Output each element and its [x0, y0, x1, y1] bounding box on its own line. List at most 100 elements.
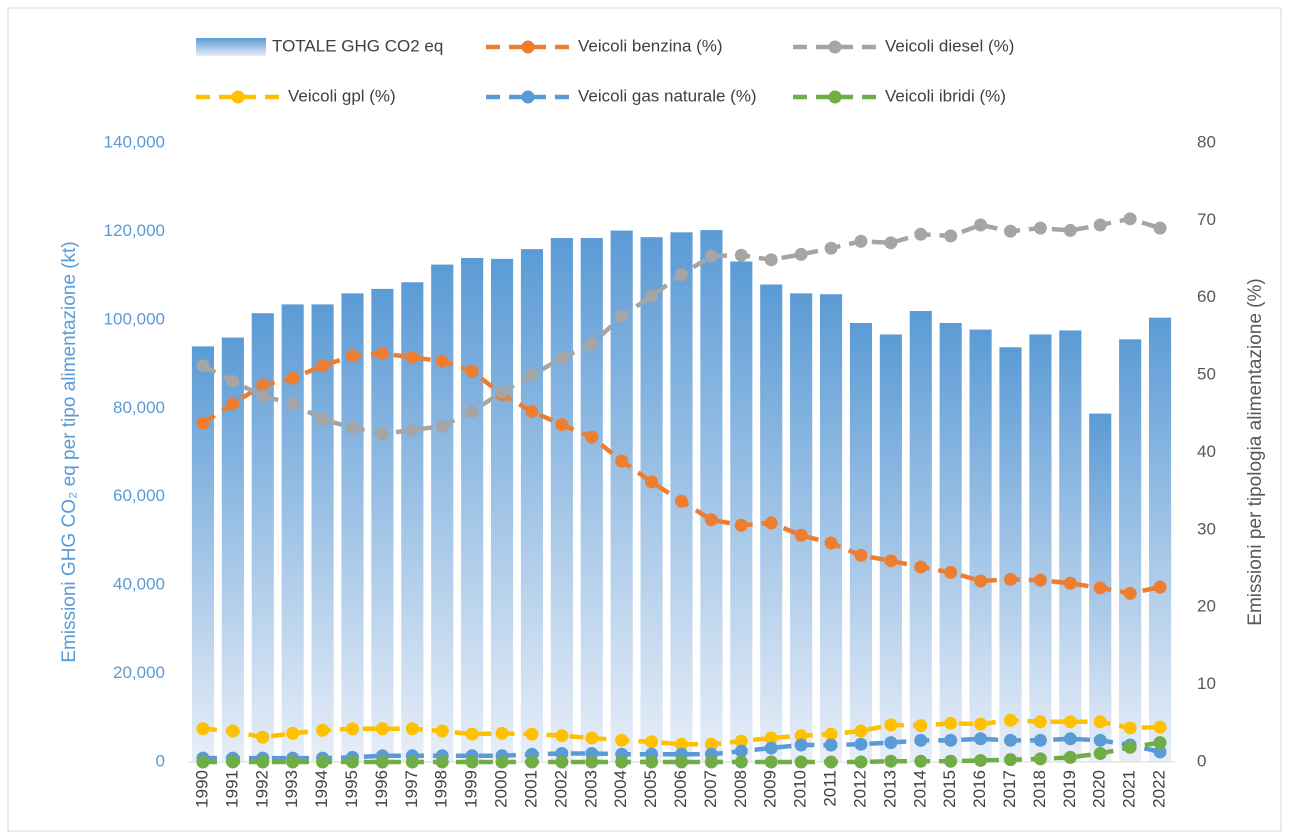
- marker: [555, 729, 569, 743]
- marker: [1033, 733, 1047, 747]
- marker: [914, 733, 928, 747]
- x-tick-label: 1998: [432, 770, 451, 808]
- marker: [1004, 753, 1017, 767]
- marker: [435, 724, 449, 738]
- marker: [465, 364, 479, 378]
- marker: [1063, 223, 1077, 237]
- marker: [974, 753, 988, 767]
- bar: [1059, 330, 1082, 762]
- marker: [256, 755, 270, 769]
- marker: [555, 755, 569, 769]
- marker: [645, 755, 659, 769]
- marker: [704, 737, 718, 751]
- marker: [405, 350, 419, 364]
- marker: [944, 565, 958, 579]
- marker: [884, 754, 898, 768]
- y-tick-label: 100,000: [104, 309, 165, 328]
- marker: [1093, 746, 1107, 760]
- x-tick-label: 1994: [312, 770, 331, 808]
- y2-tick-label: 60: [1197, 287, 1216, 306]
- bar: [520, 249, 544, 763]
- marker: [256, 730, 270, 744]
- marker: [316, 723, 330, 737]
- x-tick-label: 2004: [611, 770, 630, 808]
- marker: [645, 735, 659, 749]
- marker: [495, 726, 509, 740]
- x-tick-label: 2013: [880, 770, 899, 808]
- marker: [555, 418, 569, 432]
- marker: [824, 536, 838, 550]
- marker: [1004, 733, 1017, 747]
- marker: [346, 722, 359, 736]
- bar: [969, 329, 992, 762]
- marker: [316, 755, 330, 769]
- marker: [1123, 740, 1137, 754]
- bar: [281, 304, 304, 762]
- marker: [286, 726, 300, 740]
- marker: [1033, 221, 1047, 235]
- marker: [794, 528, 808, 542]
- bar: [371, 288, 394, 762]
- marker: [854, 737, 868, 751]
- x-tick-label: 1999: [462, 770, 481, 808]
- marker: [914, 754, 928, 768]
- legend-label: Veicoli benzina (%): [578, 36, 723, 55]
- marker: [405, 722, 419, 736]
- marker: [764, 516, 778, 530]
- y2-tick-label: 30: [1197, 519, 1216, 538]
- bar: [550, 238, 573, 762]
- y-tick-label: 20,000: [113, 663, 165, 682]
- marker: [914, 719, 928, 733]
- y2-tick-label: 40: [1197, 442, 1216, 461]
- y2-tick-label: 0: [1197, 751, 1206, 770]
- bar: [191, 346, 215, 762]
- marker: [1033, 752, 1047, 766]
- bar: [1119, 339, 1142, 762]
- marker: [704, 755, 718, 769]
- marker: [675, 494, 688, 508]
- marker: [196, 755, 210, 769]
- marker: [286, 397, 300, 411]
- x-tick-label: 2022: [1150, 770, 1169, 808]
- x-tick-label: 2016: [970, 770, 989, 808]
- marker: [226, 397, 240, 411]
- x-tick-label: 2010: [791, 770, 810, 808]
- marker: [256, 389, 270, 403]
- x-tick-label: 2001: [521, 770, 540, 808]
- bar: [790, 293, 813, 762]
- marker: [704, 249, 718, 263]
- x-tick-label: 2020: [1090, 770, 1109, 808]
- bar: [610, 230, 633, 762]
- marker: [525, 755, 539, 769]
- bar: [700, 230, 723, 762]
- legend-marker: [828, 40, 842, 54]
- marker: [525, 368, 539, 382]
- marker: [226, 724, 240, 738]
- marker: [944, 229, 958, 243]
- marker: [704, 513, 718, 527]
- marker: [1123, 721, 1137, 735]
- marker: [1063, 750, 1077, 764]
- marker: [854, 724, 868, 738]
- y-tick-label: 0: [156, 751, 165, 770]
- bar: [909, 311, 932, 762]
- marker: [495, 385, 509, 399]
- x-tick-label: 1997: [402, 770, 421, 808]
- marker: [824, 738, 838, 752]
- marker: [226, 374, 240, 388]
- marker: [824, 755, 838, 769]
- marker: [375, 346, 389, 360]
- x-tick-label: 2005: [641, 770, 660, 808]
- x-tick-label: 2009: [761, 770, 780, 808]
- x-tick-label: 2012: [850, 770, 869, 808]
- bar: [461, 257, 484, 762]
- x-tick-label: 2000: [492, 770, 511, 808]
- marker: [884, 236, 898, 250]
- marker: [854, 755, 868, 769]
- y2-tick-label: 50: [1197, 365, 1216, 384]
- marker: [734, 744, 748, 758]
- marker: [375, 427, 389, 441]
- marker: [1033, 573, 1047, 587]
- marker: [794, 247, 808, 261]
- bar: [401, 282, 424, 762]
